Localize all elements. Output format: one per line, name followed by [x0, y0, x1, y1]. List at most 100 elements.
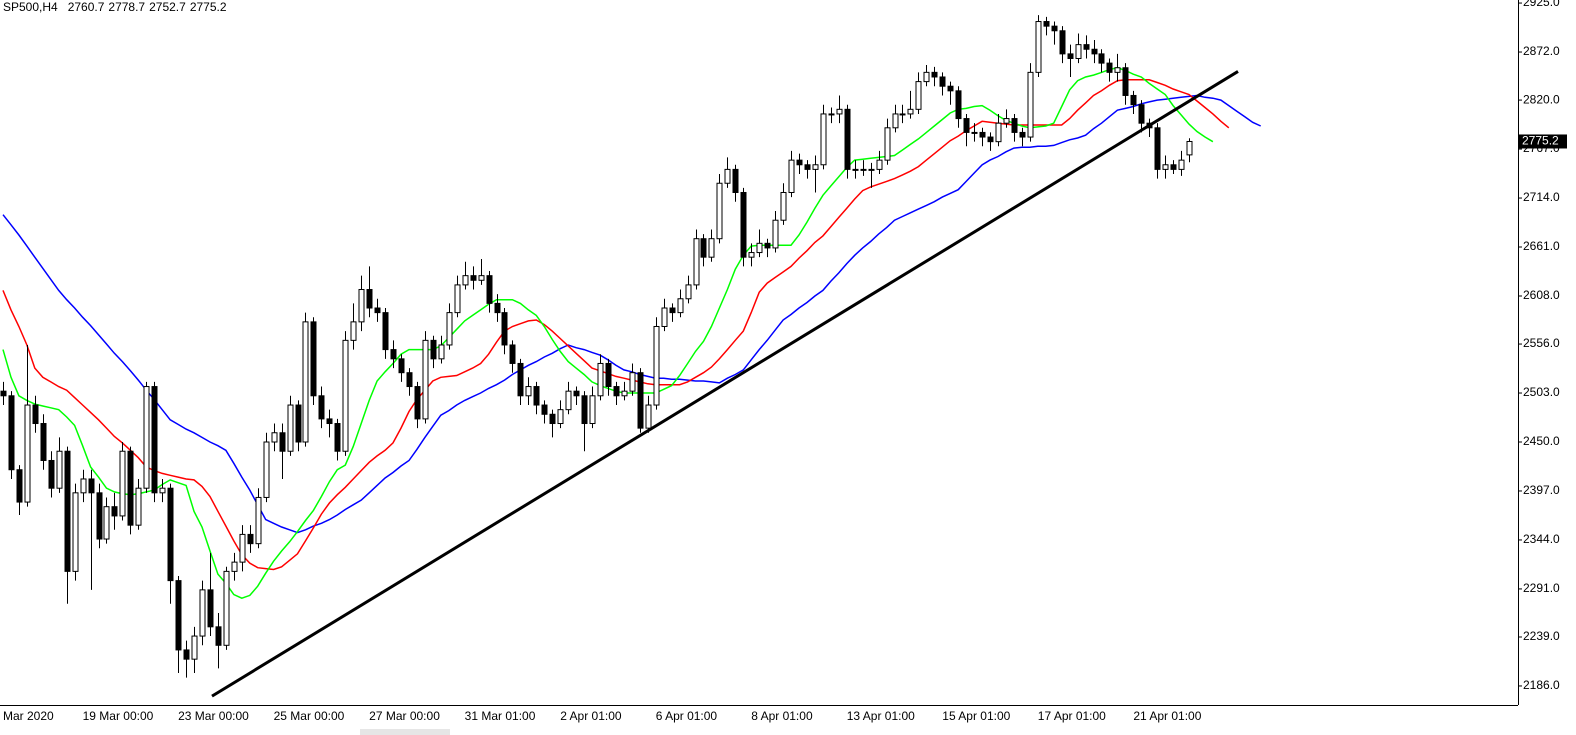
candle-body	[1098, 53, 1105, 64]
candle-body	[72, 492, 79, 572]
candle-body	[88, 478, 95, 494]
x-tick-label: 15 Apr 01:00	[942, 709, 1010, 723]
candle-body	[629, 372, 636, 392]
y-tick-label: 2450.0	[1523, 434, 1560, 448]
candle-body	[446, 312, 453, 346]
candle-body	[772, 219, 779, 249]
candle-body	[549, 413, 556, 425]
candle-body	[1170, 164, 1177, 170]
moving-average-line	[2, 79, 1230, 571]
candle-body	[414, 386, 421, 420]
candle-body	[239, 533, 246, 563]
candle-body	[1035, 21, 1042, 73]
candle-body	[509, 344, 516, 364]
candle-body	[24, 404, 31, 503]
candle-body	[263, 441, 270, 498]
candle-body	[501, 312, 508, 346]
candle-body	[939, 76, 946, 87]
candle-body	[183, 649, 190, 660]
chart-header: SP500,H4 2760.7 2778.7 2752.7 2775.2	[3, 0, 227, 14]
candle-body	[724, 168, 731, 184]
x-tick-label: 6 Apr 01:00	[656, 709, 718, 723]
candle-body	[637, 372, 644, 429]
candle-body	[1091, 48, 1098, 55]
candle-body	[470, 275, 477, 281]
current-price-label: 2775.2	[1522, 134, 1559, 148]
candle-body	[40, 423, 47, 461]
candle-body	[390, 349, 397, 360]
candle-body	[247, 533, 254, 545]
candle-body	[310, 321, 317, 397]
candle-body	[207, 589, 214, 628]
candle-body	[1011, 118, 1018, 133]
candle-body	[64, 450, 71, 572]
candle-body	[581, 395, 588, 425]
y-tick-label: 2556.0	[1523, 336, 1560, 350]
candle-body	[1154, 127, 1161, 170]
x-tick-label: 31 Mar 01:00	[465, 709, 536, 723]
candle-body	[494, 302, 501, 314]
candle-body	[96, 492, 103, 540]
candle-body	[796, 159, 803, 166]
candle-body	[215, 626, 222, 646]
y-tick-label: 2714.0	[1523, 190, 1560, 204]
x-tick-label: 27 Mar 00:00	[369, 709, 440, 723]
candle-body	[1059, 30, 1066, 55]
candle-body	[111, 506, 118, 517]
candle-body	[804, 164, 811, 170]
candle-body	[462, 275, 469, 286]
candle-body	[199, 589, 206, 637]
candle-body	[175, 580, 182, 651]
header-low: 2752.7	[149, 0, 186, 14]
candle-body	[1106, 62, 1113, 73]
candle-body	[1138, 104, 1145, 124]
candle-body	[892, 113, 899, 129]
candle-body	[963, 118, 970, 133]
candle-body	[653, 325, 660, 406]
candle-body	[836, 108, 843, 115]
candle-body	[438, 344, 445, 360]
candle-body	[80, 478, 87, 494]
candle-body	[318, 395, 325, 420]
candle-body	[557, 409, 564, 425]
candle-body	[597, 362, 604, 397]
candle-body	[478, 275, 485, 281]
candle-body	[302, 321, 309, 443]
candle-body	[1075, 44, 1082, 59]
candle-body	[255, 496, 262, 545]
x-tick-label: 21 Apr 01:00	[1133, 709, 1201, 723]
candle-body	[700, 238, 707, 258]
y-tick-label: 2872.0	[1523, 44, 1560, 58]
y-tick-label: 2239.0	[1523, 629, 1560, 643]
candle-body	[708, 238, 715, 258]
candle-body	[223, 570, 230, 646]
plot-area	[0, 15, 1262, 698]
candle-body	[295, 404, 302, 443]
candle-body	[0, 390, 7, 397]
candle-body	[605, 362, 612, 388]
candle-body	[366, 289, 373, 309]
candle-body	[191, 635, 198, 660]
candle-body	[589, 395, 596, 425]
candle-body	[1027, 71, 1034, 138]
candle-body	[517, 362, 524, 397]
candle-body	[716, 182, 723, 240]
candle-body	[780, 191, 787, 221]
candle-body	[740, 191, 747, 258]
candle-body	[971, 131, 978, 134]
candle-body	[167, 487, 174, 582]
moving-average-line	[2, 94, 1262, 534]
candle-body	[406, 372, 413, 388]
candle-body	[899, 113, 906, 116]
y-tick-label: 2608.0	[1523, 288, 1560, 302]
x-tick-label: 23 Mar 00:00	[178, 709, 249, 723]
candle-body	[430, 339, 437, 360]
candle-body	[374, 307, 381, 314]
x-tick-label: 25 Mar 00:00	[274, 709, 345, 723]
candle-body	[16, 469, 23, 503]
candle-body	[1186, 140, 1193, 156]
candle-body	[732, 168, 739, 193]
candle-body	[1019, 131, 1026, 138]
candle-body	[812, 164, 819, 170]
